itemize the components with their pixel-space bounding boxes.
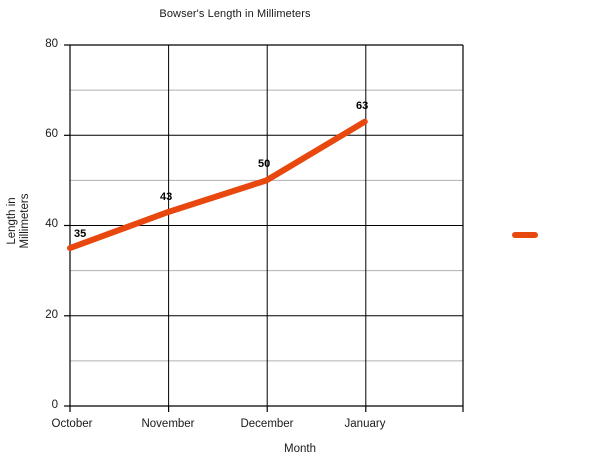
legend-line-swatch: [512, 232, 538, 238]
x-tick-label-november: November: [141, 418, 195, 430]
point-value-label-november: 43: [160, 191, 173, 203]
y-axis-title-line2: Millimeters: [19, 193, 31, 249]
y-axis-title-line1: Length in: [6, 197, 18, 245]
vertical-gridlines: [168, 45, 367, 406]
y-tick-label-60: 60: [45, 128, 58, 140]
chart-title: Bowser's Length in Millimeters: [159, 8, 311, 20]
x-tick-label-january: January: [344, 418, 386, 430]
point-value-label-january: 63: [356, 100, 369, 112]
chart-legend: [505, 222, 595, 246]
data-series-line: [67, 118, 368, 252]
y-tick-label-20: 20: [45, 309, 58, 321]
y-axis-title: Length in Millimeters: [6, 161, 32, 281]
y-axis-ticks: [64, 44, 70, 407]
y-tick-label-40: 40: [45, 218, 58, 230]
point-value-label-december: 50: [258, 158, 271, 170]
y-tick-label-0: 0: [51, 399, 58, 411]
plot-frame: [69, 44, 464, 407]
x-axis-ticks: [69, 406, 464, 412]
x-axis-title: Month: [284, 443, 316, 455]
point-value-label-october: 35: [74, 228, 87, 240]
y-tick-label-80: 80: [45, 38, 58, 50]
x-tick-label-december: December: [240, 418, 294, 430]
x-tick-label-october: October: [51, 418, 93, 430]
